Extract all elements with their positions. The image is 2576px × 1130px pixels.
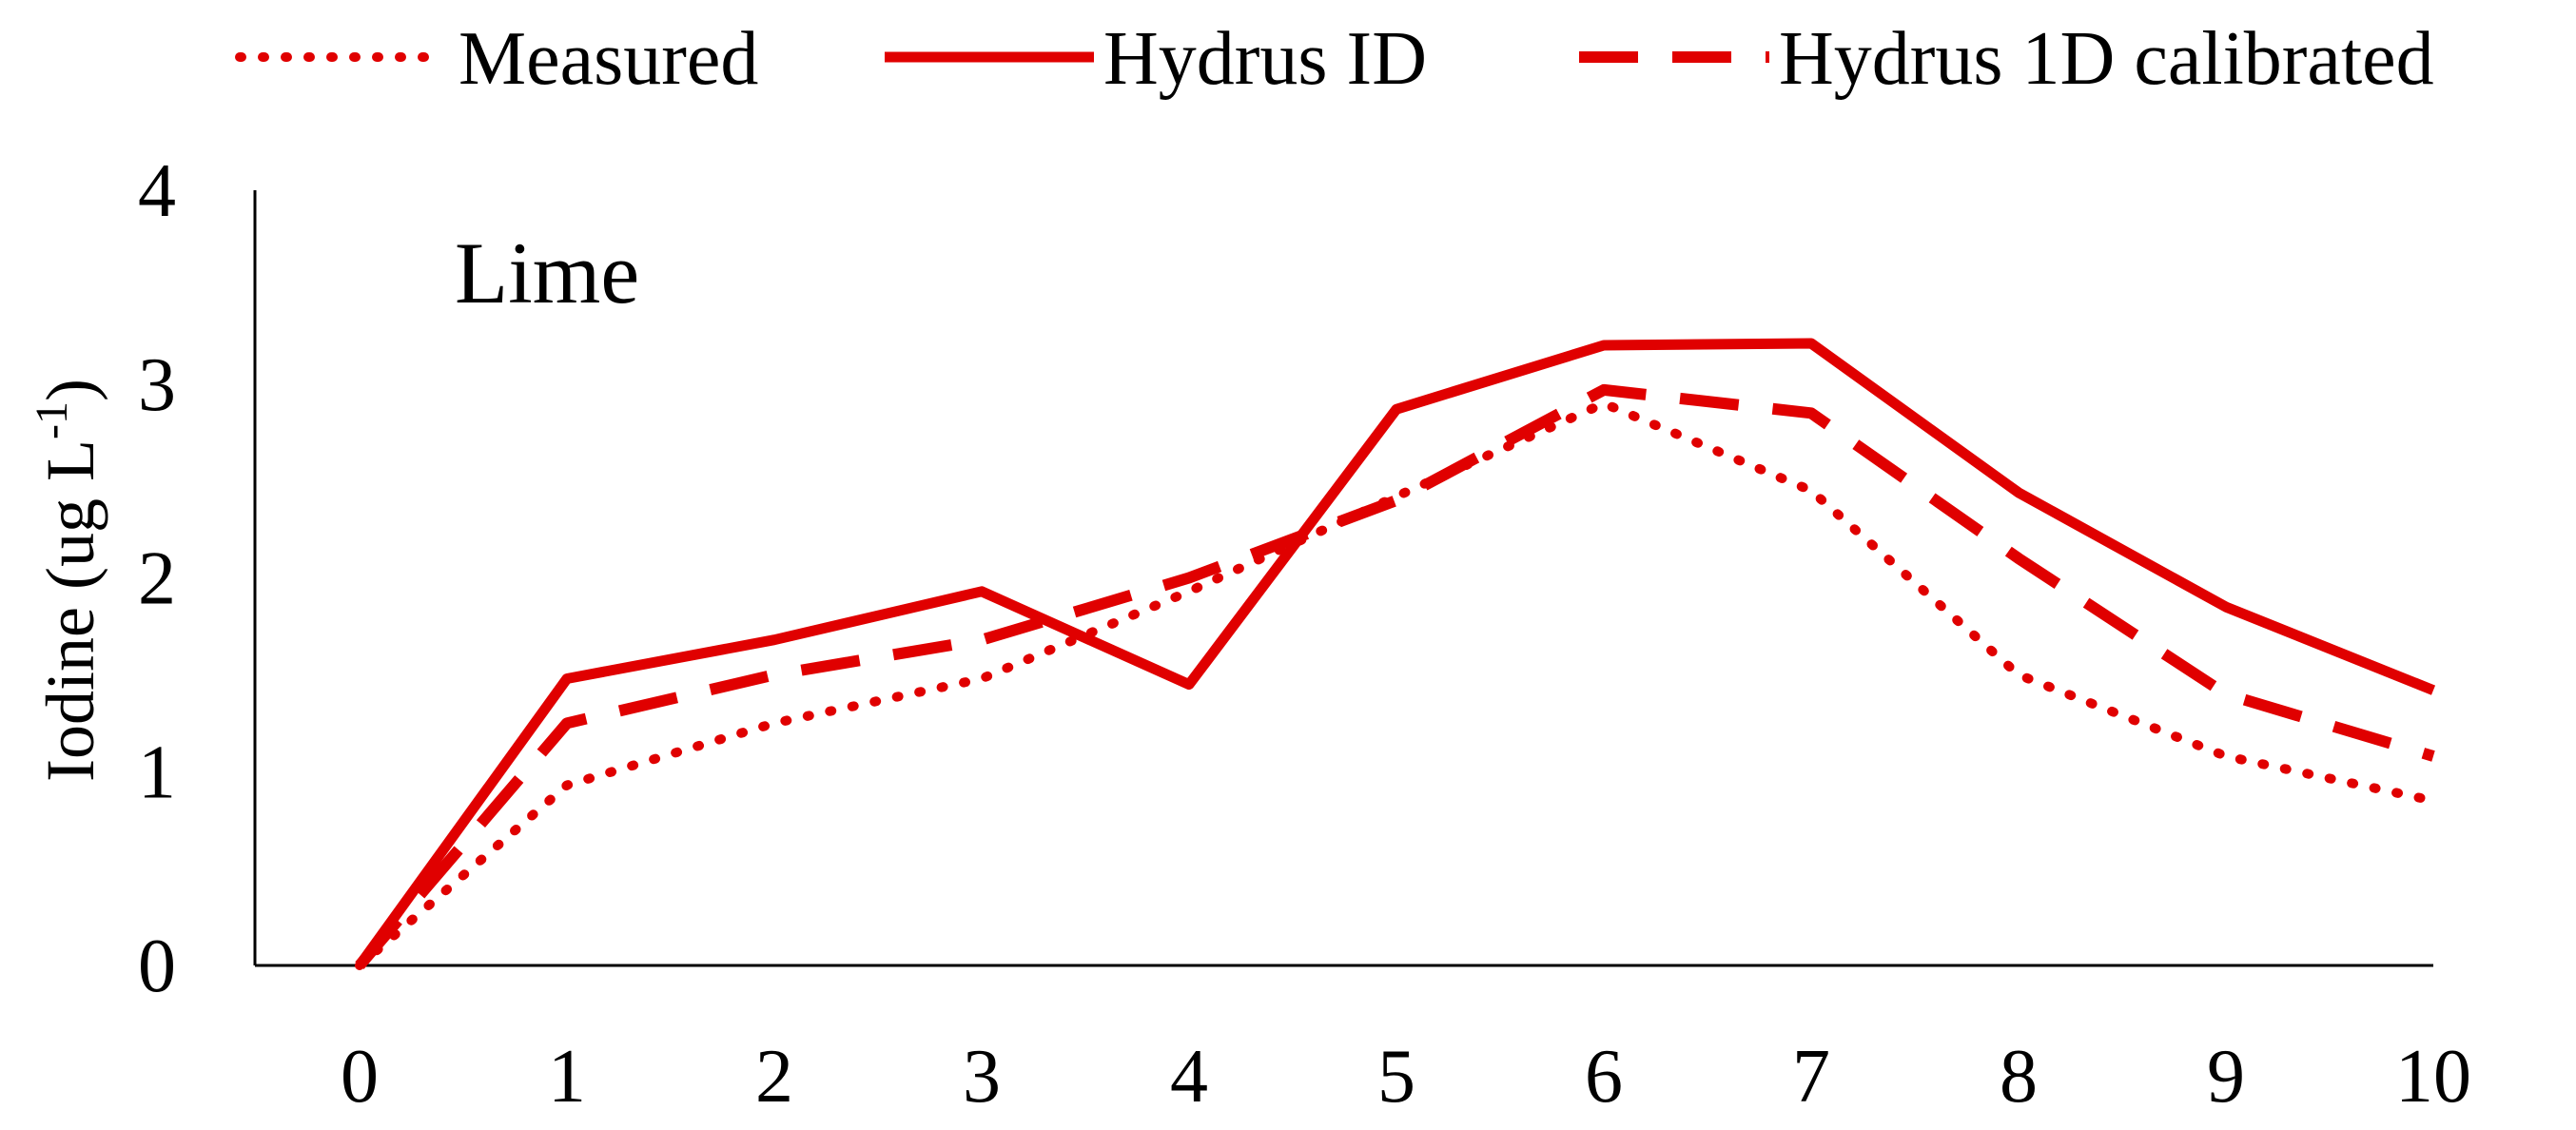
axes: 0 1 2 3 4 0 1 2 3 4 5 6 7 8 9 10 [138, 149, 2471, 1119]
x-tick-label: 7 [1792, 1035, 1830, 1119]
series-lines [355, 338, 2438, 970]
data-point [1189, 591, 1190, 592]
data-point [982, 639, 983, 640]
series-line-hydrus-1d-calibrated [355, 383, 2435, 969]
data-point [1811, 490, 1812, 491]
x-tick-label: 2 [755, 1035, 793, 1119]
data-point [1604, 403, 1605, 404]
x-tick-label: 6 [1585, 1035, 1623, 1119]
x-tick-label: 4 [1170, 1035, 1208, 1119]
data-point [1396, 496, 1397, 497]
legend-item: Measured [235, 17, 758, 101]
data-point [2226, 693, 2227, 694]
x-tick-label: 8 [2000, 1035, 2038, 1119]
chart-labels: Iodine (ug L-1) Lime [27, 224, 639, 782]
data-point [774, 723, 775, 724]
data-point [2226, 755, 2227, 756]
x-tick-label: 3 [963, 1035, 1001, 1119]
legend-label: Measured [459, 17, 758, 101]
data-point [2019, 674, 2020, 675]
data-point [1396, 500, 1397, 501]
legend: Measured Hydrus ID Hydrus 1D calibrated [235, 17, 2434, 101]
legend-label: Hydrus 1D calibrated [1779, 17, 2434, 101]
y-tick-label: 2 [138, 537, 176, 621]
y-axis-label: Iodine (ug L-1) [27, 379, 108, 782]
panel-label: Lime [455, 224, 639, 321]
series-line-hydrus-id [355, 338, 2436, 969]
x-tick-label: 9 [2207, 1035, 2245, 1119]
y-tick-label: 4 [138, 149, 176, 233]
y-tick-label: 0 [138, 925, 176, 1008]
x-tick-label: 1 [548, 1035, 586, 1119]
series-line-measured [355, 399, 2438, 970]
data-point [2433, 800, 2434, 801]
x-tick-label: 10 [2395, 1035, 2471, 1119]
y-tick-label: 3 [138, 343, 176, 427]
legend-item: Hydrus ID [885, 17, 1427, 101]
legend-item: Hydrus 1D calibrated [1579, 17, 2434, 101]
legend-label: Hydrus ID [1103, 17, 1427, 101]
x-tick-label: 0 [341, 1035, 379, 1119]
x-tick-label: 5 [1377, 1035, 1415, 1119]
y-tick-label: 1 [138, 731, 176, 814]
data-point [774, 674, 775, 675]
